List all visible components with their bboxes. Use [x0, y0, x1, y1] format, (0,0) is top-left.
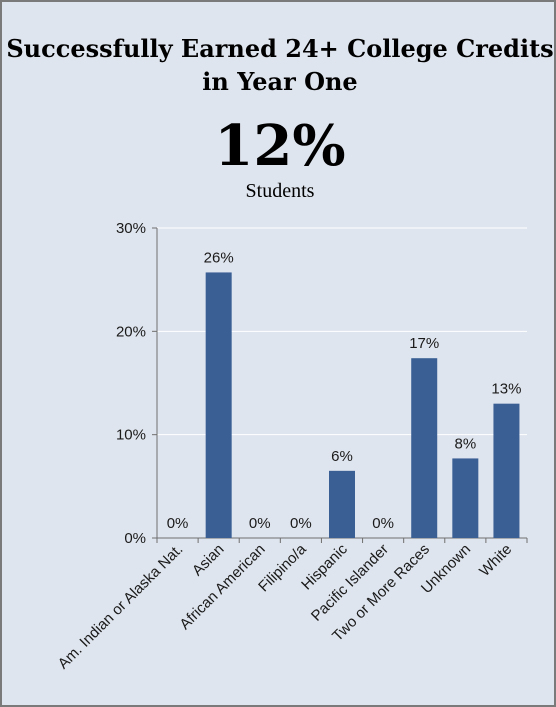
bar	[205, 272, 232, 538]
data-labels: 0% 26% 0% 0% 6% 0% 17% 8% 13%	[167, 249, 522, 532]
data-label: 0%	[249, 515, 271, 532]
y-tick-label: 0%	[124, 530, 146, 547]
y-tick-label: 10%	[116, 427, 146, 444]
title-line-2: in Year One	[202, 67, 358, 96]
bar	[411, 358, 438, 538]
chart-title: Successfully Earned 24+ College Credits …	[2, 32, 556, 98]
category-label: Am. Indian or Alaska Nat.	[55, 541, 187, 673]
data-label: 8%	[454, 435, 476, 452]
data-label: 26%	[204, 249, 234, 266]
bar	[493, 403, 520, 538]
category-label: White	[476, 541, 515, 580]
y-tick-labels: 0% 10% 20% 30%	[116, 220, 146, 547]
data-label: 0%	[290, 515, 312, 532]
kpi-label: Students	[245, 180, 315, 202]
data-label: 17%	[409, 335, 439, 352]
bar	[452, 458, 479, 538]
data-label: 6%	[331, 448, 353, 465]
y-tick-label: 20%	[116, 323, 146, 340]
data-label: 0%	[372, 515, 394, 532]
category-label: Asian	[189, 541, 228, 580]
title-line-1: Successfully Earned 24+ College Credits	[6, 34, 554, 63]
data-label: 0%	[167, 515, 189, 532]
y-tick-label: 30%	[116, 220, 146, 237]
kpi-value: 12%	[214, 113, 346, 179]
data-label: 13%	[491, 381, 521, 398]
bars	[205, 272, 520, 538]
bar	[329, 470, 355, 538]
